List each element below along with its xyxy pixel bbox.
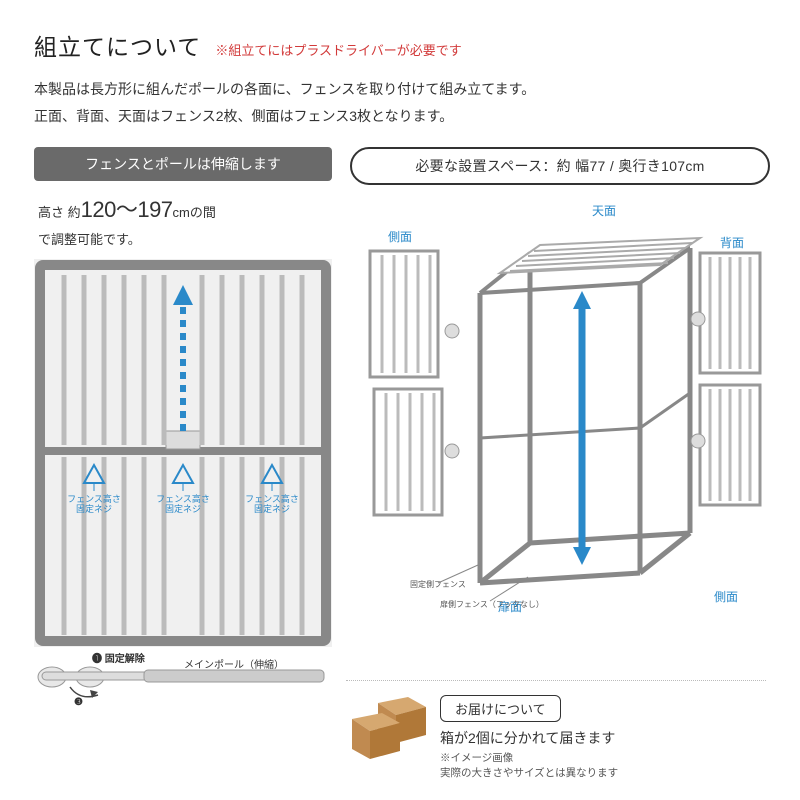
desc-line-2: 正面、背面、天面はフェンス2枚、側面はフェンス3枚となります。 — [34, 103, 766, 130]
label-top: 天面 — [592, 204, 616, 218]
adj-prefix: 高さ 約 — [38, 205, 81, 220]
label-door-fence: 扉側フェンス（フックなし） — [440, 599, 544, 609]
label-side-l: 側面 — [388, 230, 412, 244]
description-text: 本製品は長方形に組んだポールの各面に、フェンスを取り付けて組み立てます。 正面、… — [34, 76, 766, 129]
page-title: 組立てについて — [34, 28, 201, 62]
adj-range: 120〜197 — [81, 197, 173, 222]
height-adjust-text: 高さ 約120〜197cmの間 で調整可能です。 — [34, 191, 332, 250]
delivery-note: ※イメージ画像 実際の大きさやサイズとは異なります — [440, 751, 766, 783]
pole-label: メインポール（伸縮） — [184, 658, 284, 671]
label-back: 背面 — [720, 236, 744, 250]
space-requirement: 必要な設置スペース：約 幅77 / 奥行き107cm — [350, 147, 770, 185]
adj-line2: で調整可能です。 — [38, 232, 141, 247]
svg-text:固定ネジ: 固定ネジ — [254, 503, 290, 514]
svg-text:フェンス高さ: フェンス高さ — [245, 493, 299, 504]
adj-suffix: の間 — [190, 205, 216, 220]
iso-diagram: 天面 側面 背面 側面 扉面 固定側フェンス 扉側フェンス（フックなし） — [350, 193, 770, 633]
label-side-r: 側面 — [714, 590, 738, 604]
release-label: ❶ 固定解除 — [92, 652, 146, 665]
svg-text:固定ネジ: 固定ネジ — [165, 503, 201, 514]
svg-text:❸: ❸ — [74, 697, 83, 707]
desc-line-1: 本製品は長方形に組んだポールの各面に、フェンスを取り付けて組み立てます。 — [34, 76, 766, 103]
delivery-section: お届けについて 箱が2個に分かれて届きます ※イメージ画像 実際の大きさやサイズ… — [346, 680, 766, 783]
boxes-icon — [346, 695, 428, 757]
label-fixed-fence: 固定側フェンス — [410, 579, 466, 589]
svg-text:フェンス高さ: フェンス高さ — [67, 493, 121, 504]
assembly-warning: ※組立てにはプラスドライバーが必要です — [215, 40, 461, 59]
delivery-text: 箱が2個に分かれて届きます — [440, 728, 766, 749]
delivery-pill: お届けについて — [440, 695, 561, 722]
adj-unit: cm — [173, 205, 190, 220]
flat-fence-diagram: フェンス高さ 固定ネジ フェンス高さ 固定ネジ フェンス高さ 固定ネジ — [34, 259, 332, 707]
svg-text:フェンス高さ: フェンス高さ — [156, 493, 210, 504]
extend-ribbon: フェンスとポールは伸縮します — [34, 147, 332, 181]
svg-text:固定ネジ: 固定ネジ — [76, 503, 112, 514]
